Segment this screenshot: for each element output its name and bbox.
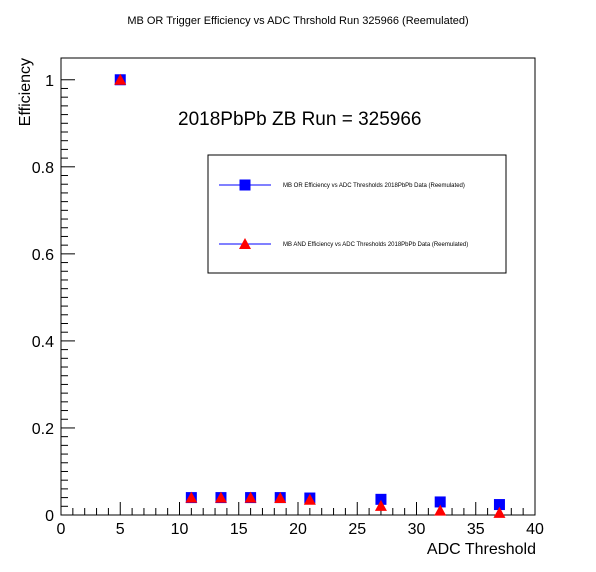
x-axis-label: ADC Threshold	[427, 541, 536, 558]
run-annotation: 2018PbPb ZB Run = 325966	[178, 109, 422, 130]
legend-marker-and	[239, 238, 251, 249]
y-tick-label: 0.6	[32, 247, 54, 264]
and-efficiency-point	[493, 506, 506, 518]
legend-label-or: MB OR Efficiency vs ADC Thresholds 2018P…	[283, 183, 465, 189]
chart-title: MB OR Trigger Efficiency vs ADC Thrshold…	[127, 15, 468, 27]
y-tick-label: 1	[45, 73, 54, 90]
x-tick-label: 15	[230, 521, 248, 538]
axes: 0 5 10 15 20 25 30 35 40 0 0.2 0.4 0.6 0.8 1	[32, 73, 544, 538]
and-efficiency-point	[374, 499, 387, 511]
y-tick-label: 0.8	[32, 160, 54, 177]
and-efficiency-point	[185, 491, 198, 503]
legend-marker-or	[239, 179, 251, 191]
and-efficiency-point	[434, 504, 447, 516]
and-efficiency-point	[274, 492, 287, 504]
or-efficiency-point	[375, 493, 387, 505]
and-efficiency-point	[303, 493, 316, 505]
x-tick-label: 30	[408, 521, 426, 538]
legend: MB OR Efficiency vs ADC Thresholds 2018P…	[207, 154, 507, 274]
and-efficiency-point	[114, 73, 127, 85]
and-efficiency-point	[244, 491, 257, 503]
data-markers	[114, 73, 506, 518]
legend-box	[207, 154, 507, 274]
x-tick-label: 10	[171, 521, 189, 538]
or-efficiency-point	[434, 496, 446, 508]
x-tick-label: 40	[526, 521, 544, 538]
y-tick-label: 0.2	[32, 421, 54, 438]
y-axis-label: Efficiency	[17, 58, 34, 126]
y-tick-label: 0	[45, 508, 54, 525]
x-tick-label: 35	[467, 521, 485, 538]
x-tick-label: 25	[348, 521, 366, 538]
legend-label-and: MB AND Efficiency vs ADC Thresholds 2018…	[283, 242, 468, 248]
x-tick-label: 0	[57, 521, 66, 538]
x-tick-label: 20	[289, 521, 307, 538]
or-efficiency-point	[493, 499, 505, 511]
y-tick-label: 0.4	[32, 334, 54, 351]
x-tick-label: 5	[116, 521, 125, 538]
and-efficiency-point	[214, 491, 227, 503]
